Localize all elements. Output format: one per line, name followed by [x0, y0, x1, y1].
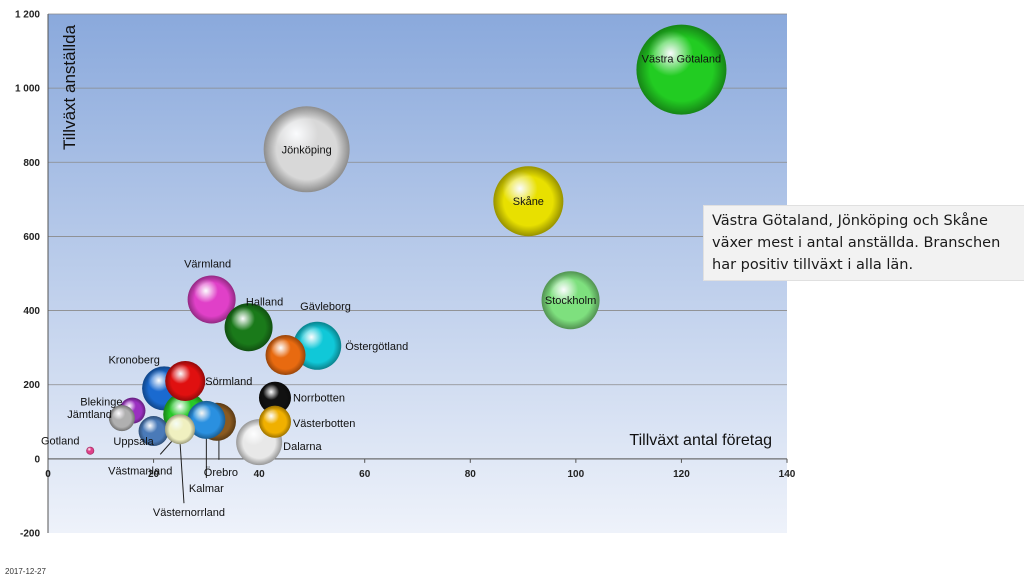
- y-axis-label: Tillväxt anställda: [60, 24, 79, 150]
- bubble-label-ostergotland: Östergötland: [345, 341, 408, 353]
- bubble-label-kalmar: Kalmar: [189, 483, 224, 495]
- footer-date: 2017-12-27: [5, 567, 46, 576]
- leader-line: [179, 441, 185, 504]
- y-tick-label: 0: [34, 454, 40, 465]
- y-tick-labels: -200 0 200 400 600 800 1 000 1 200: [15, 10, 40, 540]
- x-tick-label: 80: [465, 469, 477, 480]
- bubble-label-jonkoping: Jönköping: [282, 144, 332, 156]
- y-tick-label: 1 000: [15, 84, 40, 95]
- bubble-shade: [265, 335, 306, 376]
- bubble-label-uppsala: Uppsala: [113, 436, 154, 448]
- bubble-shade: [86, 446, 95, 455]
- bubble-shade: [541, 271, 600, 330]
- x-tick-labels: 0 20 40 60 80 100 120 140: [45, 469, 796, 480]
- x-tick-label: 20: [148, 469, 160, 480]
- bubble-label-norrbotten: Norrbotten: [293, 393, 345, 405]
- bubble-shade: [165, 361, 206, 402]
- bubble-shade: [636, 24, 727, 115]
- y-tick-label: -200: [20, 529, 40, 540]
- bubble-label-varmland: Värmland: [184, 258, 231, 270]
- y-tick-label: 400: [23, 306, 40, 317]
- bubble-label-gotland: Gotland: [41, 436, 80, 448]
- x-tick-label: 60: [359, 469, 371, 480]
- bubble-shade: [187, 400, 226, 439]
- bubbles: [86, 24, 727, 466]
- bubble-shade: [258, 381, 291, 414]
- x-tick-label: 40: [254, 469, 266, 480]
- bubble-shade: [493, 166, 564, 237]
- axes: [47, 14, 788, 533]
- x-tick-label: 0: [45, 469, 51, 480]
- bubble-shade: [187, 275, 236, 324]
- bubble-label-vastra-gotaland: Västra Götaland: [642, 54, 722, 66]
- y-tick-label: 600: [23, 232, 40, 243]
- annotation-text: Västra Götaland, Jönköping och Skåne väx…: [712, 213, 1001, 273]
- bubble-label-vasterbotten: Västerbotten: [293, 418, 355, 430]
- bubble-label-dalarna: Dalarna: [283, 441, 322, 453]
- bubble-labels: Västra Götaland Jönköping Skåne Stockholm Vä…: [41, 54, 721, 520]
- bubble-label-vastmanland: Västmanland: [108, 465, 172, 477]
- bubble-label-orebro: Örebro: [204, 467, 238, 479]
- bubble-shade: [258, 405, 291, 438]
- bubble-label-gavleborg: Gävleborg: [300, 301, 351, 313]
- annotation-box: Västra Götaland, Jönköping och Skåne väx…: [703, 205, 1024, 281]
- bubble-shade: [108, 405, 135, 432]
- bubble-shade: [263, 106, 350, 193]
- bubble-shade: [138, 416, 169, 447]
- bubble-label-vasternorrland: Västernorrland: [153, 507, 225, 519]
- y-tick-label: 800: [23, 158, 40, 169]
- y-tick-label: 1 200: [15, 10, 40, 21]
- x-tick-label: 100: [568, 469, 585, 480]
- bubble-label-blekinge: Blekinge: [80, 397, 122, 409]
- bubble-label-halland: Halland: [246, 296, 283, 308]
- bubble-label-stockholm: Stockholm: [545, 295, 596, 307]
- bubble-shade: [224, 303, 273, 352]
- bubble-label-kronoberg: Kronoberg: [108, 354, 159, 366]
- bubble-label-jamtland: Jämtland: [67, 409, 112, 421]
- x-tick-label: 140: [779, 469, 796, 480]
- x-axis-label: Tillväxt antal företag: [629, 432, 772, 449]
- x-tick-label: 120: [673, 469, 690, 480]
- bubble-shade: [164, 414, 195, 445]
- bubble-label-skane: Skåne: [513, 196, 544, 208]
- y-tick-label: 200: [23, 380, 40, 391]
- bubble-label-sormland: Sörmland: [205, 376, 252, 388]
